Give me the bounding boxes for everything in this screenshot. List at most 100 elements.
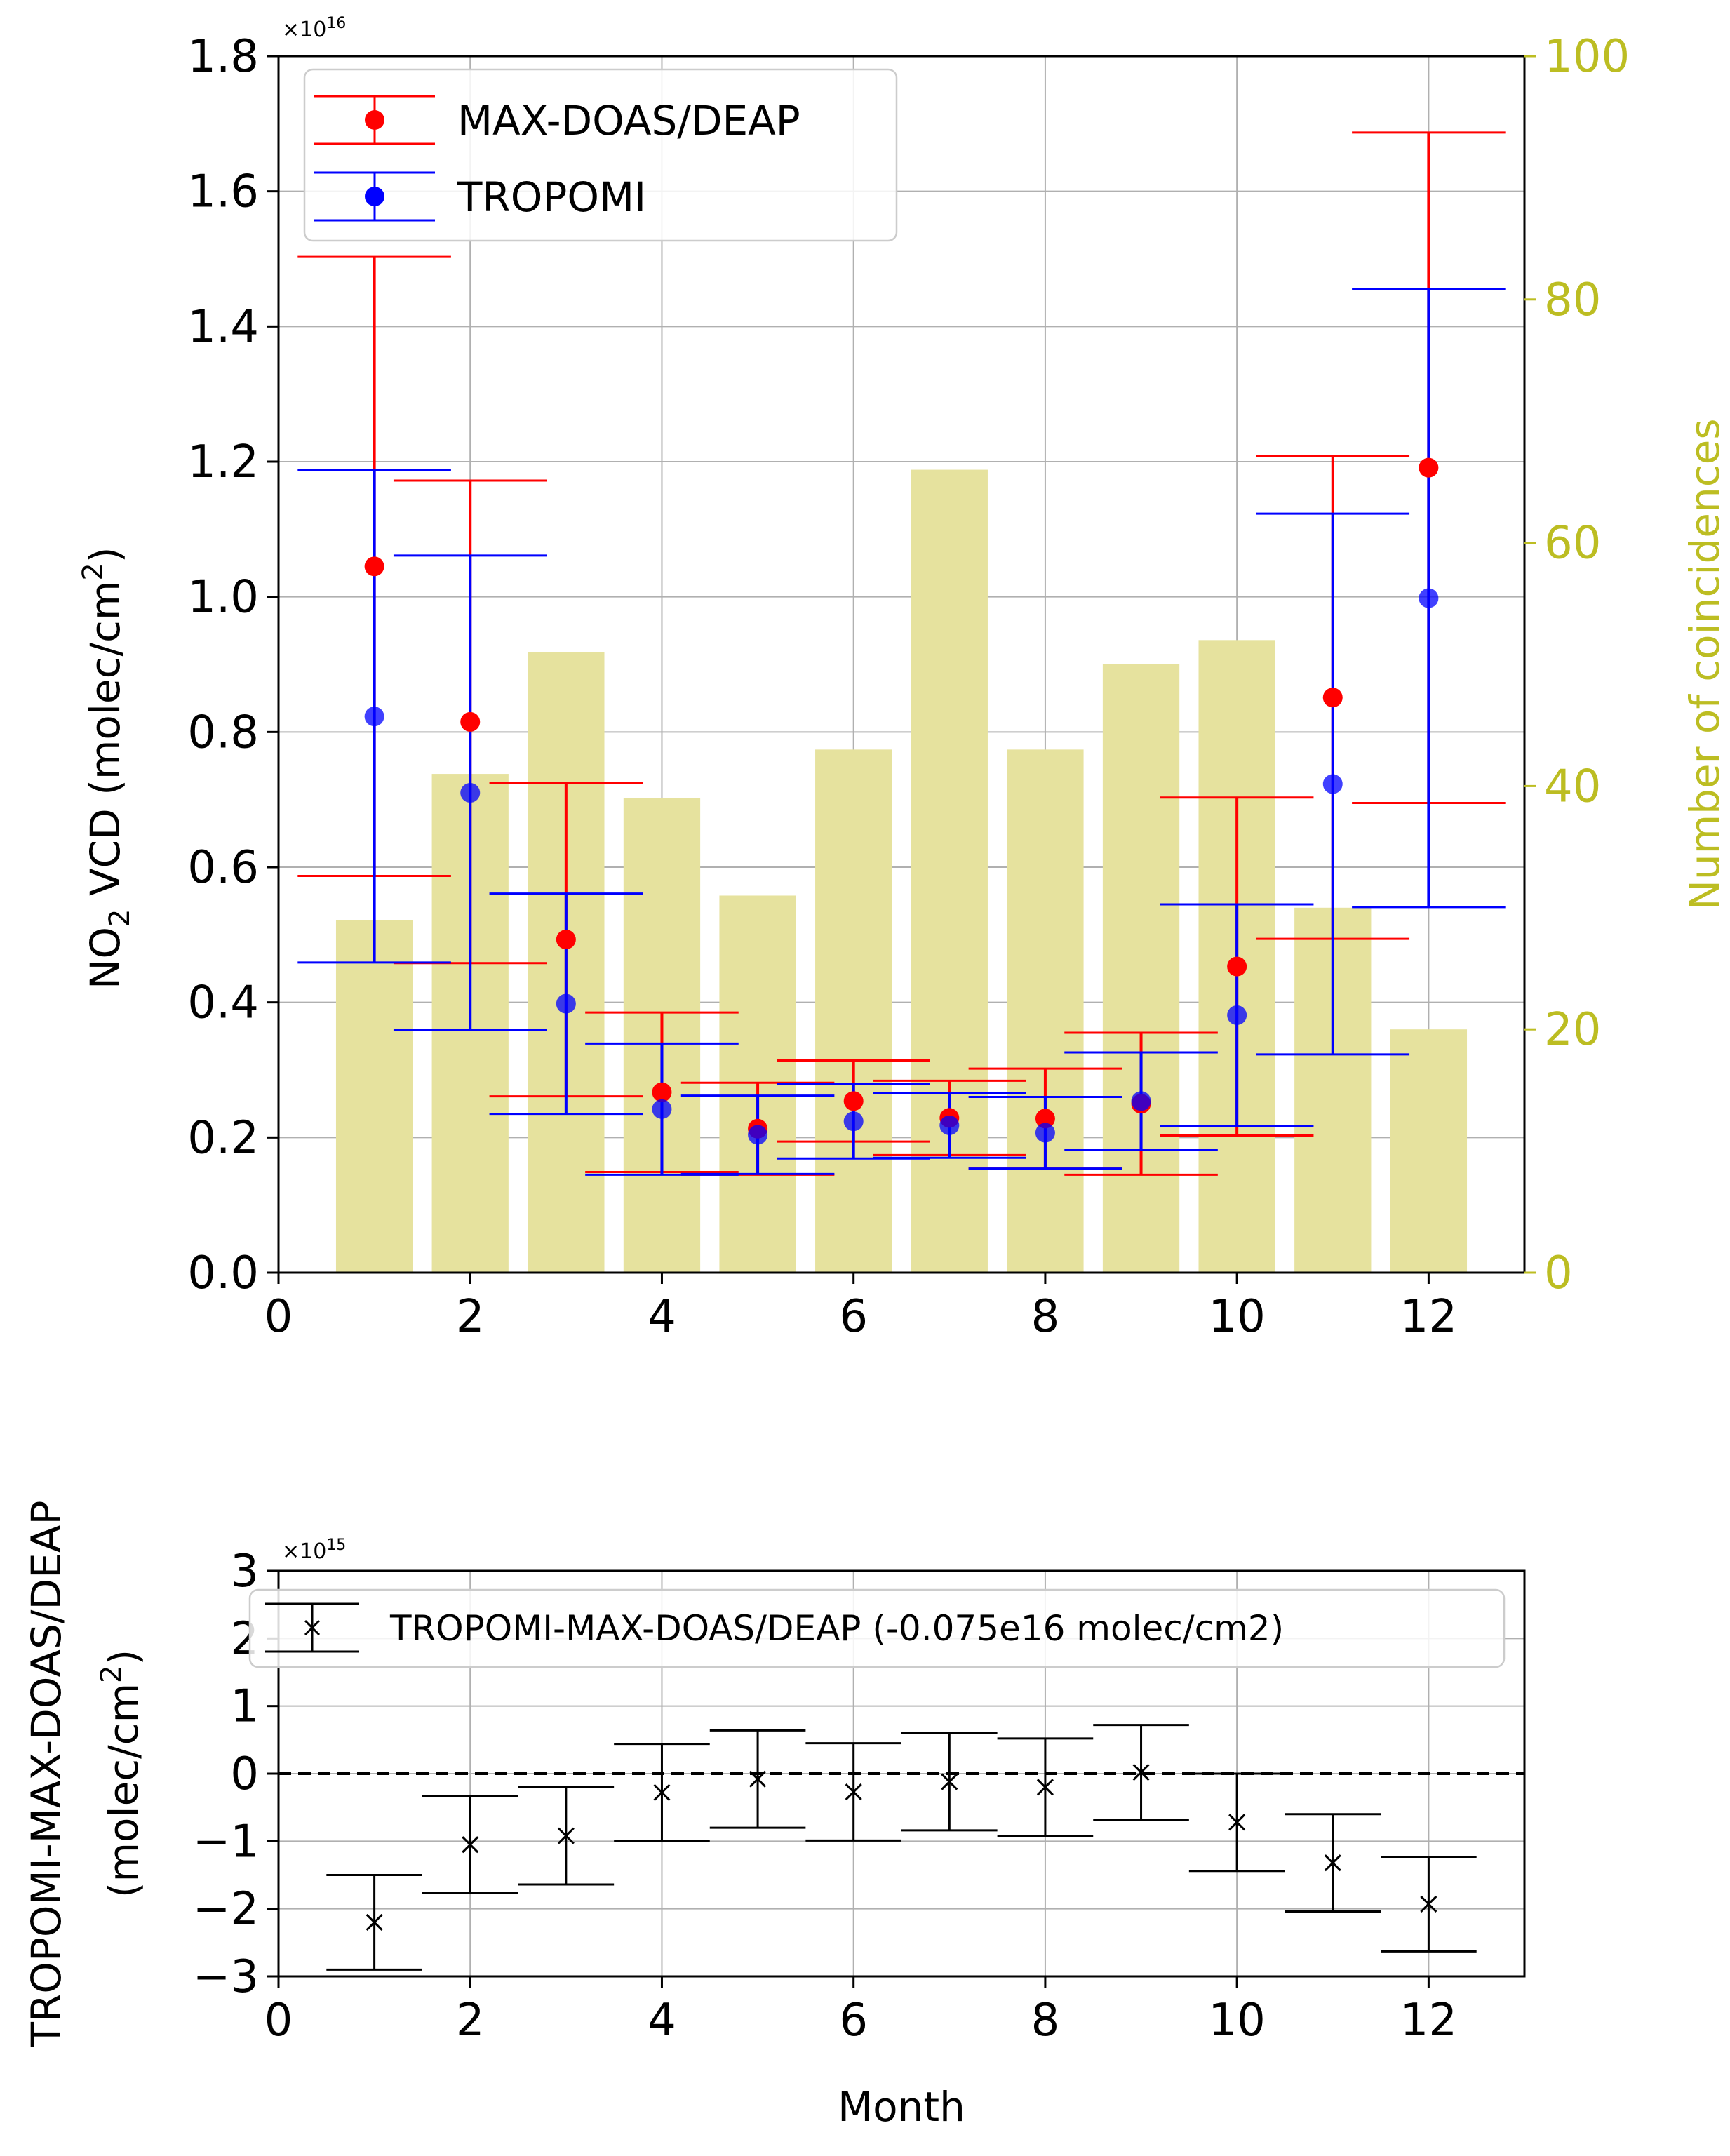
tropomi-point-7	[939, 1115, 960, 1135]
difference-point-5-b	[749, 1770, 767, 1788]
top-y2-tick-label-4: 80	[1544, 274, 1601, 326]
legend-label-difference: TROPOMI-MAX-DOAS/DEAP (-0.075e16 molec/c…	[389, 1608, 1284, 1649]
coincidence-bar-1	[335, 920, 413, 1273]
difference-point-4-b	[653, 1783, 671, 1802]
difference-point-1-b	[366, 1913, 383, 1931]
coincidence-bar-6	[815, 749, 892, 1273]
top-y-tick-label-0: 0.0	[187, 1247, 259, 1299]
top-legend-frame	[303, 68, 898, 242]
bottom-y-tick-label-4: 1	[230, 1681, 259, 1733]
maxdoas-point-1	[364, 556, 384, 577]
legend-marker-tropomi	[365, 187, 384, 206]
top-y2-tick-label-3: 60	[1544, 518, 1601, 570]
maxdoas-point-6	[843, 1091, 864, 1111]
top-offset-label: ×1016	[282, 15, 346, 42]
coincidence-bar-8	[1007, 749, 1084, 1273]
top-x-tick-label-6: 12	[1400, 1291, 1457, 1343]
difference-point-6-b	[845, 1783, 862, 1801]
bottom-x-axis-label: Month	[838, 2083, 965, 2131]
maxdoas-point-12	[1419, 457, 1439, 478]
legend-entry-difference: TROPOMI-MAX-DOAS/DEAP (-0.075e16 molec/c…	[265, 1602, 1284, 1653]
difference-point-2-b	[462, 1836, 479, 1854]
top-y-tick-label-2: 0.4	[187, 977, 259, 1029]
bottom-x-tick-label-0: 0	[264, 1995, 293, 2047]
top-x-axis: 0 2 4 6 8 10 12	[264, 1273, 1457, 1343]
top-plot-frame	[277, 55, 1526, 1274]
difference-point-12-b	[1420, 1895, 1437, 1913]
coincidence-bar-12	[1390, 1029, 1468, 1273]
bottom-x-tick-label-3: 6	[839, 1995, 868, 2047]
top-x-tick-label-0: 0	[264, 1291, 293, 1343]
tropomi-point-6	[843, 1111, 864, 1132]
difference-point-9-b	[1132, 1764, 1150, 1781]
bottom-series	[326, 1724, 1477, 1971]
bottom-x-tick-label-4: 8	[1031, 1995, 1060, 2047]
tropomi-point-12	[1419, 588, 1439, 608]
top-y-tick-label-1: 0.2	[187, 1112, 259, 1164]
top-y2-axis: 0 20 40 60 80 100	[1524, 31, 1630, 1299]
legend-marker-x-b	[304, 1619, 321, 1636]
top-x-tick-label-3: 6	[839, 1291, 868, 1343]
tropomi-point-3	[556, 993, 576, 1014]
top-y-tick-label-5: 1.0	[187, 572, 259, 624]
maxdoas-point-2	[460, 711, 481, 732]
legend-entry-maxdoas: MAX-DOAS/DEAP	[314, 95, 800, 145]
top-y-tick-label-9: 1.8	[187, 31, 259, 83]
top-x-tick-label-2: 4	[648, 1291, 676, 1343]
tropomi-point-4	[652, 1099, 672, 1119]
tropomi-point-10	[1227, 1005, 1247, 1025]
tropomi-point-5	[748, 1125, 768, 1145]
maxdoas-point-11	[1322, 688, 1343, 708]
bottom-y-tick-label-6: 3	[230, 1546, 259, 1598]
maxdoas-point-10	[1227, 956, 1247, 977]
tropomi-point-8	[1035, 1123, 1055, 1143]
top-y2-tick-label-1: 20	[1544, 1004, 1601, 1056]
bottom-legend-frame	[248, 1588, 1506, 1668]
top-x-tick-label-5: 10	[1208, 1291, 1265, 1343]
top-y-tick-label-3: 0.6	[187, 842, 259, 894]
legend-label-maxdoas: MAX-DOAS/DEAP	[457, 97, 800, 145]
top-x-tick-label-4: 8	[1031, 1291, 1060, 1343]
tropomi-point-11	[1322, 774, 1343, 794]
tropomi-point-9	[1131, 1091, 1151, 1111]
legend-label-tropomi: TROPOMI	[457, 173, 646, 221]
top-y-tick-label-6: 1.2	[187, 436, 259, 488]
legend-entry-tropomi: TROPOMI	[314, 171, 646, 222]
bottom-y-axis-label-line2: (molec/cm2)	[95, 1649, 147, 1898]
top-y2-tick-label-0: 0	[1544, 1247, 1573, 1299]
maxdoas-point-3	[556, 930, 576, 950]
difference-point-7-b	[941, 1773, 958, 1790]
top-y-tick-label-4: 0.8	[187, 707, 259, 758]
top-y2-axis-label: Number of coincidences	[1681, 418, 1729, 910]
bottom-y-axis-label-line1: TROPOMI-MAX-DOAS/DEAP	[22, 1501, 70, 2048]
top-x-tick-label-1: 2	[456, 1291, 485, 1343]
difference-point-3-b	[557, 1827, 575, 1844]
top-y2-tick-label-2: 40	[1544, 761, 1601, 812]
difference-point-8-b	[1036, 1779, 1054, 1796]
bottom-y-tick-label-3: 0	[230, 1748, 259, 1800]
difference-point-10-b	[1228, 1814, 1246, 1831]
bottom-x-axis: 0 2 4 6 8 10 12	[264, 1976, 1457, 2047]
bottom-y-tick-label-0: −3	[193, 1951, 259, 2003]
coincidence-bar-9	[1102, 664, 1180, 1273]
bottom-x-tick-label-5: 10	[1208, 1995, 1265, 2047]
tropomi-point-1	[364, 707, 384, 727]
top-y-tick-label-8: 1.6	[187, 166, 259, 218]
bottom-x-tick-label-6: 12	[1400, 1995, 1457, 2047]
bottom-offset-label: ×1015	[282, 1536, 346, 1564]
legend-marker-maxdoas	[365, 110, 384, 130]
maxdoas-point-8	[1035, 1109, 1055, 1129]
bottom-x-tick-label-1: 2	[456, 1995, 485, 2047]
tropomi-point-2	[460, 783, 481, 803]
top-y-axis-label: NO2 VCD (molec/cm2)	[77, 547, 136, 989]
top-legend: MAX-DOAS/DEAP TROPOMI	[303, 68, 898, 242]
bottom-x-tick-label-2: 4	[648, 1995, 676, 2047]
top-y2-tick-label-5: 100	[1544, 31, 1630, 83]
bottom-legend: TROPOMI-MAX-DOAS/DEAP (-0.075e16 molec/c…	[248, 1588, 1506, 1668]
top-chart: 0 2 4 6 8 10 12 0.0 0.2 0.4 0.6 0.8 1.0 1.2 1.4 1.6 1.8…	[77, 15, 1729, 1343]
top-y-tick-label-7: 1.4	[187, 301, 259, 353]
bottom-y-tick-label-2: −1	[193, 1816, 259, 1868]
